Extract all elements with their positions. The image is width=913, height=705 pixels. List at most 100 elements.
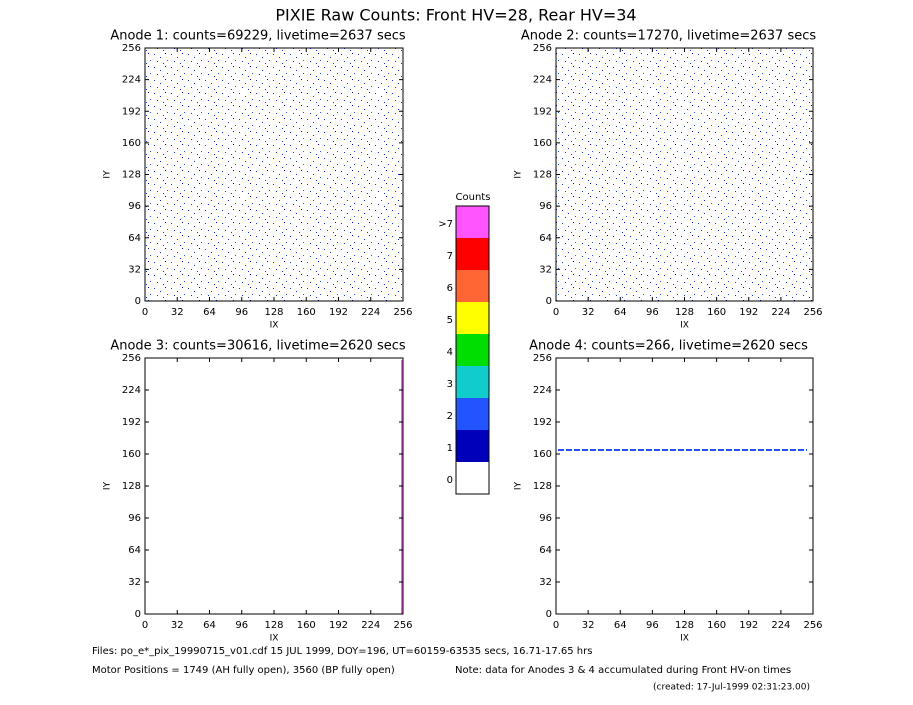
x-tick-label: 32 xyxy=(582,307,595,318)
y-tick-label: 96 xyxy=(128,201,141,212)
footer-note: Note: data for Anodes 3 & 4 accumulated … xyxy=(455,665,791,676)
x-tick-label: 32 xyxy=(582,620,595,631)
y-tick-label: 224 xyxy=(533,385,552,396)
x-tick-label: 224 xyxy=(361,620,380,631)
x-axis-label: IX xyxy=(680,321,689,331)
x-tick-label: 192 xyxy=(739,307,758,318)
image-texture xyxy=(556,48,813,301)
y-axis-label: IY xyxy=(514,481,524,490)
panel-title: Anode 4: counts=266, livetime=2620 secs xyxy=(529,339,808,354)
x-tick-label: 256 xyxy=(393,620,412,631)
y-axis-label: IY xyxy=(103,481,113,490)
x-tick-label: 192 xyxy=(329,620,348,631)
x-tick-label: 160 xyxy=(707,307,726,318)
x-tick-label: 0 xyxy=(142,620,148,631)
y-tick-label: 96 xyxy=(539,201,552,212)
colorbar-label: 7 xyxy=(447,251,453,262)
x-tick-label: 64 xyxy=(614,307,627,318)
y-tick-label: 96 xyxy=(128,513,141,524)
colorbar-cell xyxy=(456,462,489,494)
y-tick-label: 96 xyxy=(539,513,552,524)
colorbar-label: 2 xyxy=(447,411,453,422)
colorbar-frame xyxy=(455,205,490,495)
y-tick-label: 0 xyxy=(546,296,552,307)
y-tick-label: 32 xyxy=(128,264,141,275)
image-texture xyxy=(145,48,403,301)
x-tick-label: 160 xyxy=(297,620,316,631)
y-tick-label: 192 xyxy=(122,417,141,428)
y-tick-label: 32 xyxy=(539,577,552,588)
y-axis-label: IY xyxy=(514,170,524,179)
y-tick-label: 224 xyxy=(122,385,141,396)
y-axis-label: IY xyxy=(103,170,113,179)
footer-created: (created: 17-Jul-1999 02:31:23.00) xyxy=(653,683,810,693)
colorbar-cell xyxy=(456,206,489,238)
colorbar-cell xyxy=(456,398,489,430)
panel-title: Anode 3: counts=30616, livetime=2620 sec… xyxy=(110,339,406,354)
x-tick-label: 64 xyxy=(614,620,627,631)
x-tick-label: 96 xyxy=(235,620,248,631)
x-tick-label: 96 xyxy=(646,620,659,631)
panel-title: Anode 1: counts=69229, livetime=2637 sec… xyxy=(110,29,406,44)
colorbar-cell xyxy=(456,238,489,270)
y-tick-label: 32 xyxy=(539,264,552,275)
y-tick-label: 0 xyxy=(546,609,552,620)
x-tick-label: 224 xyxy=(771,307,790,318)
colorbar-label: 5 xyxy=(447,315,453,326)
y-tick-label: 192 xyxy=(533,417,552,428)
x-tick-label: 224 xyxy=(361,307,380,318)
colorbar-label: >7 xyxy=(438,219,453,230)
x-axis-label: IX xyxy=(270,321,279,331)
footer-files: Files: po_e*_pix_19990715_v01.cdf 15 JUL… xyxy=(92,646,592,657)
x-tick-label: 256 xyxy=(393,307,412,318)
y-tick-label: 32 xyxy=(128,577,141,588)
colorbar-label: 6 xyxy=(447,283,453,294)
x-tick-label: 256 xyxy=(803,620,822,631)
x-tick-label: 32 xyxy=(171,620,184,631)
colorbar-cell xyxy=(456,334,489,366)
y-tick-label: 256 xyxy=(533,353,552,364)
x-tick-label: 0 xyxy=(553,620,559,631)
colorbar-label: 3 xyxy=(447,379,453,390)
x-tick-label: 0 xyxy=(142,307,148,318)
y-tick-label: 128 xyxy=(122,170,141,181)
x-tick-label: 128 xyxy=(675,307,694,318)
footer-motor: Motor Positions = 1749 (AH fully open), … xyxy=(92,665,395,676)
y-tick-label: 0 xyxy=(135,296,141,307)
x-tick-label: 160 xyxy=(297,307,316,318)
y-tick-label: 160 xyxy=(122,138,141,149)
y-tick-label: 224 xyxy=(122,75,141,86)
panel-title: Anode 2: counts=17270, livetime=2637 sec… xyxy=(521,29,817,44)
y-tick-label: 160 xyxy=(533,138,552,149)
colorbar-label: 0 xyxy=(447,475,453,486)
plot-frame xyxy=(144,357,404,615)
x-tick-label: 224 xyxy=(771,620,790,631)
x-tick-label: 256 xyxy=(803,307,822,318)
x-axis-label: IX xyxy=(680,634,689,644)
y-tick-label: 128 xyxy=(533,481,552,492)
y-tick-label: 64 xyxy=(128,545,141,556)
x-tick-label: 160 xyxy=(707,620,726,631)
colorbar-label: 4 xyxy=(447,347,453,358)
colorbar-cell xyxy=(456,430,489,462)
x-tick-label: 0 xyxy=(553,307,559,318)
y-tick-label: 224 xyxy=(533,75,552,86)
colorbar-title: Counts xyxy=(456,192,491,203)
x-tick-label: 32 xyxy=(171,307,184,318)
y-tick-label: 192 xyxy=(533,106,552,117)
y-tick-label: 160 xyxy=(533,449,552,460)
x-tick-label: 64 xyxy=(203,620,216,631)
y-tick-label: 128 xyxy=(533,170,552,181)
y-tick-label: 160 xyxy=(122,449,141,460)
colorbar-cell xyxy=(456,366,489,398)
y-tick-label: 256 xyxy=(122,353,141,364)
colorbar-cell xyxy=(456,270,489,302)
colorbar-cell xyxy=(456,302,489,334)
y-tick-label: 192 xyxy=(122,106,141,117)
y-tick-label: 64 xyxy=(539,545,552,556)
y-tick-label: 256 xyxy=(122,43,141,54)
x-tick-label: 96 xyxy=(235,307,248,318)
x-tick-label: 128 xyxy=(264,620,283,631)
x-tick-label: 128 xyxy=(675,620,694,631)
